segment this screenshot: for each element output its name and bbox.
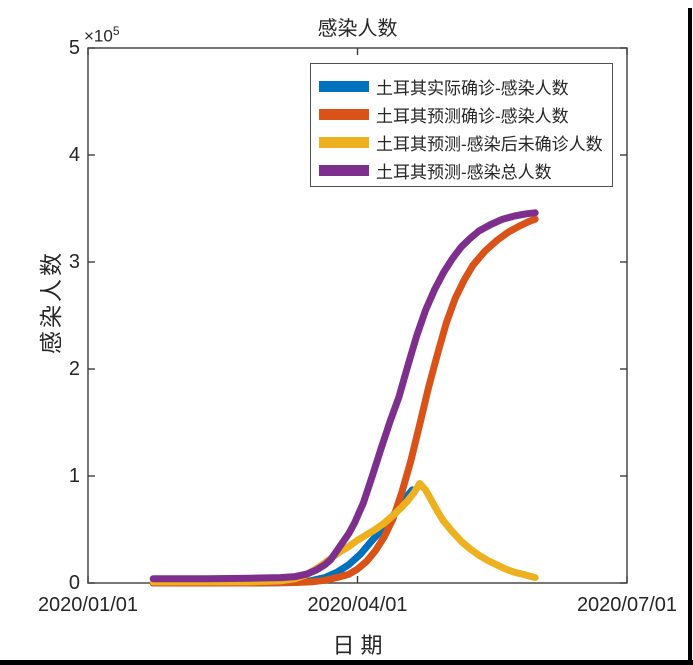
y-tick-label: 3 [68, 251, 80, 273]
x-tick-label: 2020/07/01 [576, 594, 678, 616]
y-tick-label: 1 [68, 465, 80, 487]
y-tick-label: 0 [68, 572, 80, 594]
legend-item-predicted-confirmed: 土耳其预测确诊-感染人数 [311, 100, 612, 128]
curve-predicted-confirmed [149, 215, 539, 587]
legend-label: 土耳其预测-感染后未确诊人数 [376, 134, 603, 154]
x-tick-label: 2020/01/01 [37, 594, 139, 616]
y-axis-label: 感染人数 [38, 250, 64, 354]
legend-item-predicted-total: 土耳其预测-感染总人数 [311, 156, 612, 184]
legend-label: 土耳其预测确诊-感染人数 [376, 106, 569, 126]
legend-item-predicted-unconfirmed: 土耳其预测-感染后未确诊人数 [311, 128, 612, 156]
y-tick-label: 2 [68, 358, 80, 380]
legend-label: 土耳其实际确诊-感染人数 [376, 78, 569, 98]
curve-actual-confirmed [149, 486, 416, 587]
y-tick-label: 4 [68, 144, 80, 166]
document-border-right [688, 8, 692, 665]
x-axis-label: 日期 [332, 633, 389, 658]
y-tick-label: 5 [68, 37, 80, 59]
legend-swatch-predicted-total [319, 164, 369, 176]
y-axis-exponent-label: ×105 [84, 24, 120, 47]
legend-swatch-predicted-unconfirmed [319, 136, 369, 148]
legend-label: 土耳其预测-感染总人数 [376, 162, 552, 182]
exponent-power: 5 [112, 24, 120, 38]
legend-item-actual-confirmed: 土耳其实际确诊-感染人数 [311, 72, 612, 100]
legend-swatch-actual-confirmed [319, 80, 369, 92]
curve-predicted-total [149, 209, 539, 583]
legend: 土耳其实际确诊-感染人数 土耳其预测确诊-感染人数土耳其预测-感染后未确诊人数 土耳… [310, 63, 613, 187]
chart-title: 感染人数 [317, 18, 398, 40]
exponent-base: ×10 [84, 26, 113, 46]
legend-swatch-predicted-confirmed [319, 108, 369, 120]
document-border-bottom [0, 660, 693, 665]
x-tick-label: 2020/04/01 [307, 594, 408, 616]
